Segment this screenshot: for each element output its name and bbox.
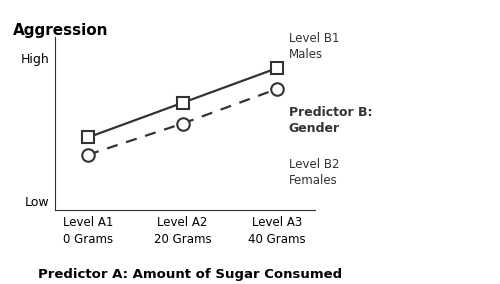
Text: Level B1
Males: Level B1 Males [288,32,339,61]
Text: Predictor A: Amount of Sugar Consumed: Predictor A: Amount of Sugar Consumed [38,268,342,281]
Text: Level B2
Females: Level B2 Females [288,158,339,187]
Text: Aggression: Aggression [14,23,109,38]
Text: Predictor B:
Gender: Predictor B: Gender [288,106,372,135]
